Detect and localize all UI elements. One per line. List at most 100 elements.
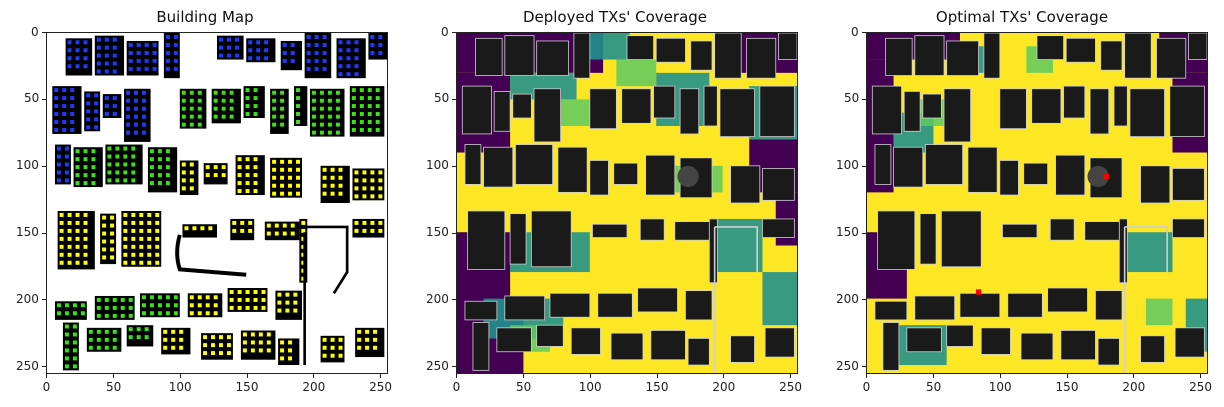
receiver-dot xyxy=(165,157,170,162)
receiver-dot xyxy=(64,332,69,337)
receiver-dot xyxy=(110,255,115,260)
receiver-dot xyxy=(240,228,245,233)
receiver-dot xyxy=(54,96,59,101)
receiver-dot xyxy=(181,114,186,119)
receiver-dot xyxy=(205,303,210,308)
building-footprint xyxy=(483,146,514,188)
receiver-dot xyxy=(64,356,69,361)
building-footprint xyxy=(509,213,527,265)
receiver-dot xyxy=(75,212,80,217)
receiver-dot xyxy=(155,212,160,217)
receiver-dot xyxy=(226,37,231,42)
receiver-dot xyxy=(139,228,144,233)
receiver-dot xyxy=(205,165,210,170)
receiver-dot xyxy=(322,345,327,350)
building-footprint xyxy=(1188,33,1207,60)
receiver-dot xyxy=(152,50,157,55)
x-tick-label: 200 xyxy=(712,380,736,394)
rooftop-structure xyxy=(677,165,699,188)
receiver-dot xyxy=(359,119,364,124)
receiver-dot xyxy=(171,345,176,350)
receiver-dot xyxy=(261,305,266,310)
receiver-dot xyxy=(102,247,107,252)
receiver-dot xyxy=(272,106,277,111)
receiver-dot xyxy=(102,215,107,220)
building-footprint xyxy=(493,91,511,132)
receiver-dot xyxy=(83,56,88,61)
receiver-dot xyxy=(112,96,117,101)
plot-area xyxy=(46,32,388,374)
receiver-dot xyxy=(152,58,157,63)
receiver-dot xyxy=(290,42,295,47)
receiver-dot xyxy=(213,106,218,111)
receiver-dot xyxy=(104,96,109,101)
receiver-dot xyxy=(245,88,250,93)
receiver-dot xyxy=(189,98,194,103)
receiver-dot xyxy=(189,303,194,308)
receiver-dot xyxy=(282,42,287,47)
building-footprint xyxy=(504,295,546,321)
receiver-dot xyxy=(133,122,138,127)
receiver-dot xyxy=(250,332,255,337)
receiver-dot xyxy=(157,311,162,316)
building-footprint xyxy=(1118,218,1128,284)
building-footprint xyxy=(512,93,532,119)
receiver-dot xyxy=(359,96,364,101)
receiver-dot xyxy=(258,348,263,353)
receiver-dot xyxy=(266,340,271,345)
panel-title: Optimal TXs' Coverage xyxy=(935,8,1109,26)
y-tick-label: 250 xyxy=(836,358,859,373)
building-footprint xyxy=(703,85,718,127)
receiver-dot xyxy=(136,58,141,63)
building-footprint xyxy=(871,85,902,135)
receiver-dot xyxy=(213,98,218,103)
receiver-dot xyxy=(322,353,327,358)
receiver-dot xyxy=(189,162,194,167)
receiver-dot xyxy=(296,175,301,180)
y-tick-label: 200 xyxy=(836,291,859,306)
receiver-dot xyxy=(112,112,117,117)
receiver-dot xyxy=(253,96,258,101)
receiver-dot xyxy=(91,157,96,162)
receiver-dot xyxy=(346,64,351,69)
receiver-dot xyxy=(126,130,131,135)
receiver-dot xyxy=(59,212,64,217)
building-footprint xyxy=(714,33,742,79)
receiver-dot xyxy=(147,212,152,217)
receiver-dot xyxy=(141,90,146,95)
receiver-dot xyxy=(365,337,370,342)
receiver-dot xyxy=(253,157,258,162)
receiver-dot xyxy=(221,173,226,178)
receiver-dot xyxy=(131,236,136,241)
building-footprint xyxy=(621,88,652,124)
receiver-dot xyxy=(280,356,285,361)
receiver-dot xyxy=(370,186,375,191)
receiver-dot xyxy=(335,114,340,119)
building-footprint xyxy=(62,322,79,371)
receiver-dot xyxy=(213,295,218,300)
receiver-dot xyxy=(157,157,162,162)
building-footprint xyxy=(1020,332,1054,361)
receiver-dot xyxy=(173,295,178,300)
receiver-dot xyxy=(218,343,223,348)
receiver-dot xyxy=(237,305,242,310)
low-coverage-region xyxy=(867,33,960,60)
x-tick-label: 0 xyxy=(862,380,871,394)
receiver-dot xyxy=(253,165,258,170)
receiver-dot xyxy=(280,122,285,127)
receiver-dot xyxy=(144,42,149,47)
building-footprint xyxy=(746,37,777,79)
building-footprint xyxy=(778,33,797,60)
receiver-dot xyxy=(306,66,311,71)
receiver-dot xyxy=(237,157,242,162)
receiver-dot xyxy=(277,308,282,313)
plot-area xyxy=(456,32,798,374)
receiver-dot xyxy=(197,303,202,308)
receiver-dot xyxy=(311,106,316,111)
receiver-dot xyxy=(147,220,152,225)
receiver-dot xyxy=(218,37,223,42)
receiver-dot xyxy=(83,165,88,170)
receiver-dot xyxy=(197,98,202,103)
receiver-dot xyxy=(104,69,109,74)
x-tick-mark xyxy=(246,374,248,378)
